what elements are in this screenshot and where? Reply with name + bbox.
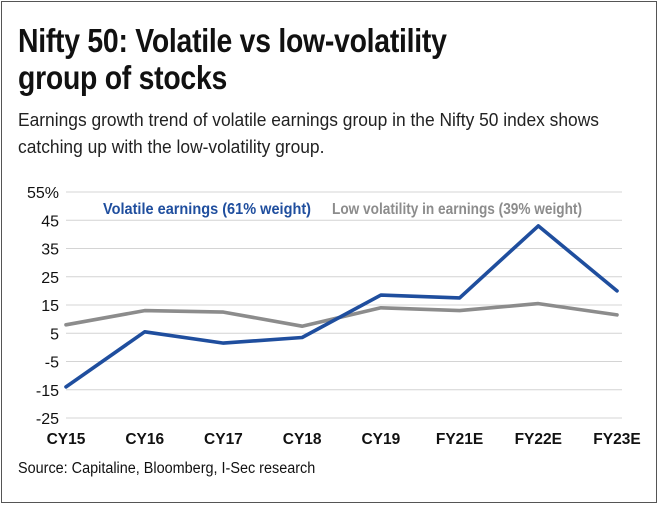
y-tick-label: 55% xyxy=(27,185,59,202)
grid-layer xyxy=(66,191,622,419)
legend-label: Volatile earnings (61% weight) xyxy=(103,201,311,218)
y-axis-ticks: 55% 45 35 25 15 5 -5 -15 -25 xyxy=(27,185,59,428)
y-tick-label: 5 xyxy=(50,326,59,343)
x-tick-label: CY15 xyxy=(47,431,86,448)
subtitle-line-1: Earnings growth trend of volatile earnin… xyxy=(18,109,599,130)
y-tick-label: 25 xyxy=(41,270,59,287)
y-tick-label: -25 xyxy=(36,411,59,428)
chart-title: Nifty 50: Volatile vs low-volatility gro… xyxy=(18,22,551,96)
source-note: Source: Capitaline, Bloomberg, I-Sec res… xyxy=(18,460,316,477)
y-tick-label: -15 xyxy=(36,383,59,400)
x-tick-label: FY22E xyxy=(515,431,562,448)
y-tick-label: -5 xyxy=(45,355,59,372)
x-tick-label: CY18 xyxy=(283,431,322,448)
legend-label: Low volatility in earnings (39% weight) xyxy=(332,201,582,218)
series-line-volatile xyxy=(64,224,619,389)
title-line-1: Nifty 50: Volatile vs low-volatility xyxy=(18,22,447,59)
x-tick-label: CY16 xyxy=(125,431,164,448)
title-line-2: group of stocks xyxy=(18,59,228,96)
subtitle-line-2: catching up with the low-volatility grou… xyxy=(18,136,325,157)
x-tick-label: CY19 xyxy=(361,431,400,448)
legend: Volatile earnings (61% weight) Low volati… xyxy=(103,201,582,218)
x-tick-label: FY21E xyxy=(436,431,483,448)
y-tick-label: 15 xyxy=(41,298,59,315)
chart-subtitle: Earnings growth trend of volatile earnin… xyxy=(18,106,620,160)
x-tick-label: FY23E xyxy=(593,431,640,448)
series-layer xyxy=(64,224,619,389)
y-tick-label: 35 xyxy=(41,242,59,259)
x-tick-label: CY17 xyxy=(204,431,243,448)
x-axis-ticks: CY15 CY16 CY17 CY18 CY19 FY21E FY22E FY23E xyxy=(47,431,641,448)
y-tick-label: 45 xyxy=(41,213,59,230)
